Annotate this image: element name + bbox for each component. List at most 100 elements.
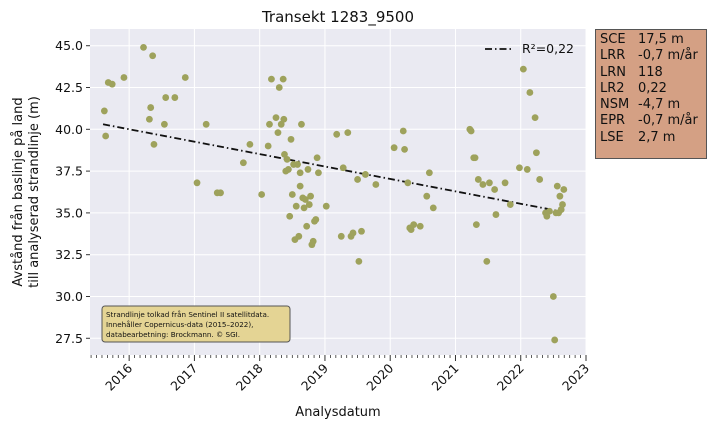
data-point — [120, 74, 128, 81]
data-point — [519, 65, 527, 73]
stat-lrr: LRR -0,7 m/år — [600, 48, 702, 64]
data-point — [355, 257, 363, 265]
data-point — [523, 166, 531, 173]
x-tick-label: 2018 — [233, 360, 266, 393]
data-point — [298, 120, 305, 128]
data-point — [286, 212, 294, 220]
data-point — [108, 80, 116, 88]
stat-nsm: NSM -4,7 m — [600, 97, 702, 113]
data-point — [559, 201, 566, 208]
data-point — [294, 161, 301, 168]
data-point — [161, 120, 168, 128]
stat-key: LSE — [600, 129, 624, 145]
data-point — [193, 179, 201, 187]
data-point — [313, 154, 321, 162]
data-point — [407, 226, 415, 234]
data-point — [150, 140, 158, 148]
data-point — [553, 182, 561, 190]
data-point — [423, 192, 431, 200]
data-point — [295, 232, 303, 240]
data-point — [491, 186, 499, 193]
stats-box: SCE 17,5 m LRR -0,7 m/år LRN 118 LR2 0,22 NS… — [595, 29, 707, 159]
data-point — [309, 237, 317, 245]
data-point — [149, 52, 157, 60]
y-tick-label: 40.0 — [55, 122, 83, 137]
data-point — [358, 227, 365, 235]
data-point — [362, 171, 369, 178]
annotation-box: Strandlinje tolkad från Sentinel II sate… — [101, 305, 291, 343]
data-point — [277, 120, 285, 128]
stat-key: EPR — [600, 113, 626, 129]
y-tick-label: 35.0 — [55, 205, 83, 220]
data-point — [549, 293, 557, 300]
data-point — [556, 192, 564, 200]
stat-key: LRR — [600, 48, 626, 64]
data-point — [217, 189, 224, 197]
stat-value: -0,7 m/år — [638, 113, 698, 129]
data-point — [551, 336, 559, 344]
stat-key: SCE — [600, 32, 626, 47]
data-point — [516, 164, 523, 172]
data-point — [264, 142, 272, 150]
data-point — [100, 107, 108, 115]
y-tick-label: 32.5 — [55, 247, 83, 262]
data-point — [140, 43, 147, 51]
data-point — [274, 129, 282, 137]
data-point — [492, 211, 500, 218]
annotation-line-3: databearbetning: Brockmann. © SGI. — [106, 330, 240, 339]
data-point — [307, 192, 314, 200]
stat-value: 118 — [638, 64, 663, 80]
x-tick-label: 2021 — [428, 361, 461, 394]
data-point — [339, 164, 347, 172]
data-point — [531, 114, 539, 122]
chart-title: Transekt 1283_9500 — [261, 8, 414, 27]
data-point — [283, 156, 291, 163]
y-tick-label: 37.5 — [55, 164, 83, 179]
stat-epr: EPR -0,7 m/år — [600, 113, 702, 129]
data-point — [147, 104, 155, 111]
grid — [90, 29, 587, 355]
data-point — [272, 114, 280, 122]
data-point — [399, 127, 407, 135]
data-point — [315, 169, 322, 177]
data-point — [425, 169, 433, 177]
stat-key: LR2 — [600, 80, 625, 96]
data-point — [543, 212, 551, 220]
data-point — [506, 201, 514, 208]
x-tick-label: 2016 — [102, 360, 135, 393]
stat-key: LRN — [600, 64, 626, 80]
data-point — [486, 179, 493, 187]
data-point — [275, 84, 283, 91]
data-point — [287, 135, 295, 143]
data-point — [279, 75, 287, 83]
data-points — [100, 43, 568, 344]
data-point — [526, 89, 534, 96]
data-point — [285, 166, 292, 173]
stat-lr2: LR2 0,22 — [600, 81, 702, 97]
data-point — [467, 127, 475, 135]
y-tick-label: 42.5 — [55, 80, 83, 95]
data-point — [337, 232, 345, 240]
data-point — [333, 130, 341, 138]
stat-lse: LSE 2,7 m — [600, 130, 702, 146]
data-point — [266, 120, 273, 128]
data-point — [280, 115, 288, 123]
data-point — [268, 75, 275, 83]
stat-key: NSM — [600, 97, 630, 113]
y-axis-label-group: Avstånd från baslinje på land till analy… — [11, 96, 42, 288]
y-tick-label: 30.0 — [55, 289, 83, 304]
stat-value: 17,5 m — [638, 32, 684, 47]
data-point — [416, 222, 424, 230]
legend: R²=0,22 — [485, 41, 574, 56]
data-point — [288, 191, 296, 198]
data-point — [296, 182, 304, 190]
data-point — [372, 181, 380, 188]
x-tick-label: 2022 — [494, 361, 527, 394]
data-point — [474, 176, 482, 183]
data-point — [304, 166, 312, 173]
data-point — [102, 132, 110, 140]
y-tick-label: 45.0 — [55, 38, 83, 53]
legend-label: R²=0,22 — [522, 41, 574, 56]
